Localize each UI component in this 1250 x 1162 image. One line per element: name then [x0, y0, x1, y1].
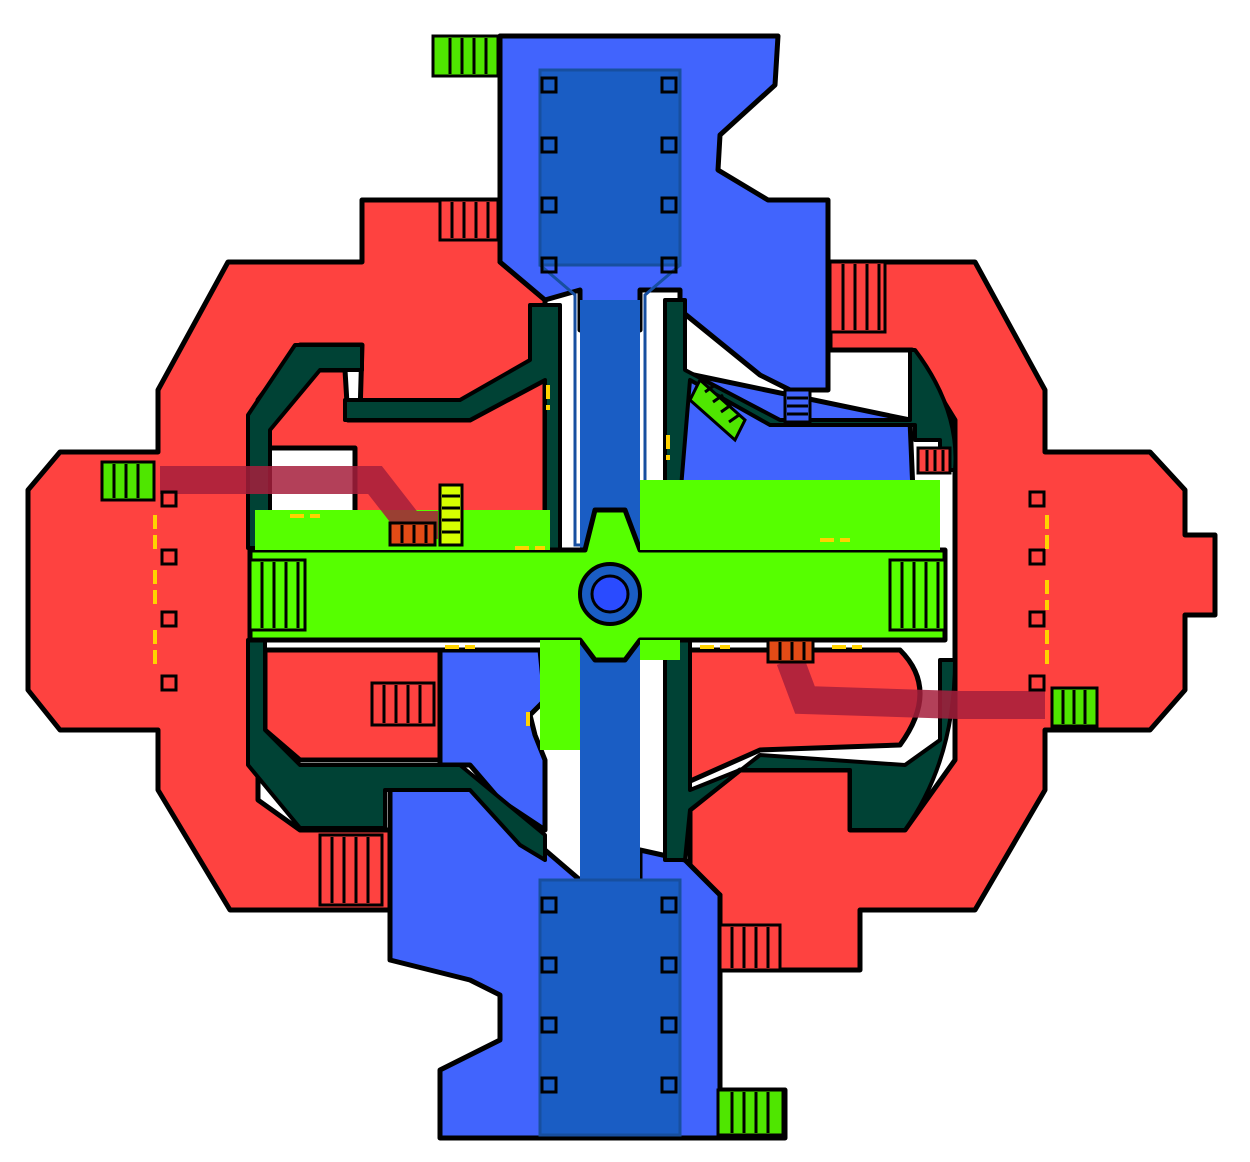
- dark-wall-bands: [246, 298, 958, 862]
- stair-treads: [112, 38, 1087, 1133]
- stairs-icon: [100, 34, 1099, 1137]
- door-icon: [153, 385, 1049, 732]
- spawn-point-icon: [578, 562, 642, 626]
- pillar-icon: [160, 76, 1046, 1094]
- ramp-east: [776, 655, 1045, 719]
